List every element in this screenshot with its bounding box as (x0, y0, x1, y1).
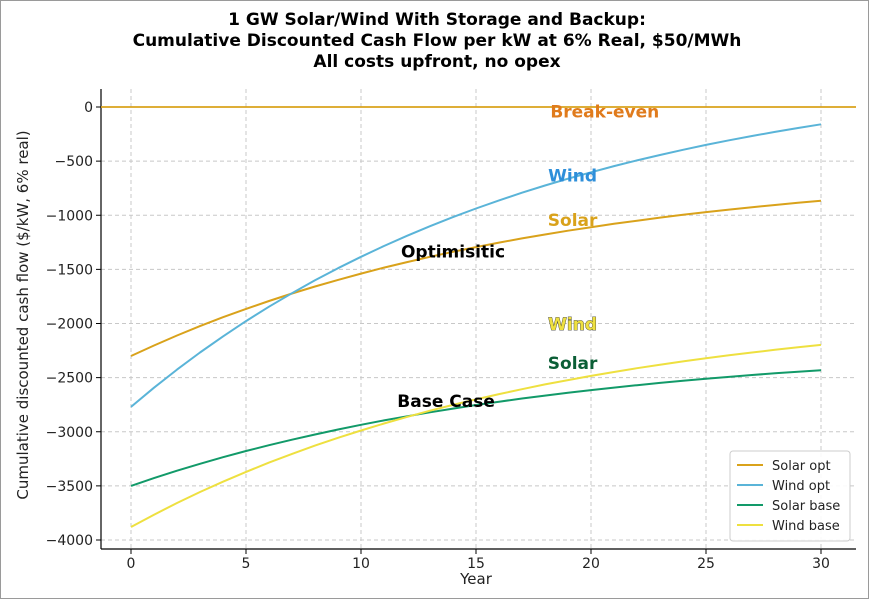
x-tick-label: 15 (467, 556, 485, 572)
x-tick-label: 10 (352, 556, 370, 572)
series-line-wind-opt (130, 123, 822, 408)
title-line-3: All costs upfront, no opex (313, 52, 560, 72)
legend-label-solar-base: Solar base (772, 499, 840, 514)
series-lines (101, 106, 856, 528)
chart-title: 1 GW Solar/Wind With Storage and Backup:… (133, 10, 742, 72)
annotation-break-even: Break-even (550, 102, 659, 122)
series-line-solar-opt (130, 199, 822, 357)
x-tick-label: 20 (582, 556, 600, 572)
x-axis-label: Year (459, 570, 493, 588)
x-tick-label: 5 (242, 556, 251, 572)
axes (96, 89, 856, 554)
tick-labels: 0 5 10 15 20 25 30 0 −500 −1000 −1500 −2000 −2500 −30… (46, 100, 830, 572)
annotation-wind: Wind (548, 315, 597, 335)
y-axis-label: Cumulative discounted cash flow ($/kW, 6… (14, 130, 32, 499)
x-tick-label: 30 (812, 556, 830, 572)
y-tick-label: −1500 (46, 262, 93, 278)
series-line-solar-base (130, 369, 822, 487)
y-tick-label: −2000 (46, 317, 93, 333)
title-line-2: Cumulative Discounted Cash Flow per kW a… (133, 31, 742, 51)
x-tick-label: 0 (127, 556, 136, 572)
y-tick-label: 0 (84, 100, 93, 116)
y-tick-label: −4000 (46, 533, 93, 549)
y-tick-label: −1000 (46, 208, 93, 224)
y-tick-label: −2500 (46, 371, 93, 387)
annotation-base-case: Base Case (397, 392, 495, 412)
legend-label-wind-opt: Wind opt (772, 479, 830, 494)
series-line-wind-base (130, 343, 822, 528)
y-tick-label: −3000 (46, 425, 93, 441)
y-tick-label: −500 (55, 154, 93, 170)
x-tick-label: 25 (697, 556, 715, 572)
annotation-solar: Solar (548, 211, 598, 231)
annotation-optimisitic: Optimisitic (401, 242, 505, 262)
legend-label-solar-opt: Solar opt (772, 459, 831, 474)
annotations: Break-even Wind Solar Optimisitic Wind Solar B… (397, 102, 659, 412)
title-line-1: 1 GW Solar/Wind With Storage and Backup: (228, 10, 646, 30)
legend-label-wind-base: Wind base (772, 519, 840, 534)
legend: Solar opt Wind opt Solar base Wind base (729, 450, 851, 542)
y-tick-label: −3500 (46, 479, 93, 495)
legend-box (729, 450, 851, 542)
annotation-wind: Wind (548, 167, 597, 187)
annotation-solar: Solar (548, 354, 598, 374)
